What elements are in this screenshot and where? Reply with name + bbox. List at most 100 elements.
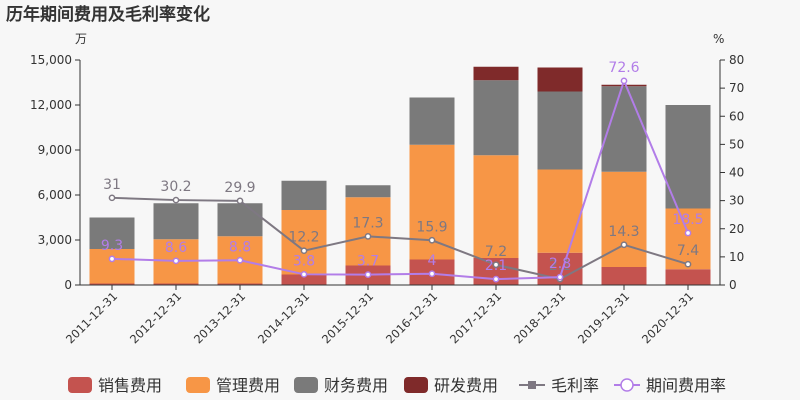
legend-marker [620,378,634,392]
x-tick-label: 2017-12-31 [447,289,504,346]
series-point [556,273,564,281]
legend-label: 销售费用 [98,376,162,395]
series-point [236,197,244,205]
x-tick-label: 2019-12-31 [575,289,632,346]
data-label: 2.1 [549,258,571,274]
bar-segment [473,66,519,81]
bar-segment [89,283,135,285]
data-label: 12.2 [288,230,319,246]
right-tick-label: 70 [729,81,744,95]
bar-segment [409,97,455,145]
legend-label: 研发费用 [434,376,498,395]
right-tick-label: 40 [729,166,744,180]
right-tick-label: 80 [729,53,744,67]
series-point [620,77,628,85]
data-label: 7.4 [677,243,699,259]
right-tick-label: 20 [729,222,744,236]
x-tick-label: 2016-12-31 [383,289,440,346]
left-tick-label: 12,000 [30,98,72,112]
right-tick-label: 0 [729,278,737,292]
data-label: 8.6 [165,240,187,256]
bar-segment [537,67,583,92]
data-label: 3.7 [357,254,379,270]
series-line [111,77,689,281]
bar-segment [601,171,647,267]
legend-marker [528,381,536,389]
legend: 销售费用 管理费用 财务费用 研发费用 毛利率 期间费用率 [68,376,726,395]
data-label: 3.8 [293,253,315,269]
series-point [428,270,436,278]
bars-layer [89,66,711,285]
series-point [428,236,436,244]
data-label: 17.3 [352,215,383,231]
series-point [300,247,308,255]
left-tick-label: 0 [64,278,72,292]
left-tick-label: 9,000 [38,143,72,157]
x-tick-label: 2015-12-31 [319,289,376,346]
data-label: 18.5 [672,212,703,228]
bar-segment [281,274,327,285]
series-point [172,196,180,204]
data-label: 29.9 [224,180,255,196]
series-point [300,270,308,278]
series-point [364,271,372,278]
legend-label: 期间费用率 [646,376,726,395]
bar-segment [665,269,711,285]
data-labels-layer: 31 30.2 29.912.217.3 15.97.22.114.37.49.3 8.… [101,60,704,274]
chart-title: 历年期间费用及毛利率变化 [6,4,210,25]
data-label: 72.6 [608,60,639,76]
data-label: 9.3 [101,238,123,254]
data-label: 4 [428,253,437,269]
series-point [364,232,372,240]
bar-segment [601,84,647,87]
series-point [108,194,116,202]
right-tick-label: 10 [729,250,744,264]
bar-segment [153,283,199,285]
lines-layer [108,77,692,283]
legend-label: 管理费用 [216,376,280,395]
left-tick-label: 6,000 [38,188,72,202]
right-tick-label: 30 [729,194,744,208]
data-label: 30.2 [160,179,191,195]
bar-segment [537,169,583,253]
series-point [108,255,116,263]
data-label: 2.1 [485,258,507,274]
bar-segment [345,185,391,198]
bar-segment [601,267,647,285]
right-axis-unit: % [713,32,724,46]
x-tick-label: 2013-12-31 [191,289,248,346]
x-tick-label: 2020-12-31 [639,289,696,346]
legend-swatch [186,377,210,393]
series-point [492,261,500,269]
series-point [492,275,500,283]
series-line [111,196,689,281]
right-tick-label: 50 [729,137,744,151]
left-tick-label: 3,000 [38,233,72,247]
bar-segment [217,283,263,285]
right-tick-label: 60 [729,109,744,123]
data-label: 2.8 [549,256,571,272]
data-label: 31 [103,177,121,193]
series-point [684,229,692,237]
x-tick-label: 2018-12-31 [511,289,568,346]
legend-label: 毛利率 [551,376,599,395]
bar-segment [217,203,263,237]
bar-segment [473,80,519,156]
bar-segment [89,217,135,249]
data-label: 8.8 [229,239,251,255]
bar-segment [473,155,519,258]
bar-segment [281,180,327,210]
legend-swatch [68,377,92,393]
left-tick-label: 15,000 [30,53,72,67]
legend-swatch [294,377,318,393]
bar-segment [345,197,391,266]
bar-segment [153,203,199,240]
series-point [684,260,692,268]
x-tick-label: 2012-12-31 [127,289,184,346]
data-label: 7.2 [485,244,507,260]
legend-swatch [404,377,428,393]
bar-segment [537,91,583,170]
data-label: 14.3 [608,224,639,240]
